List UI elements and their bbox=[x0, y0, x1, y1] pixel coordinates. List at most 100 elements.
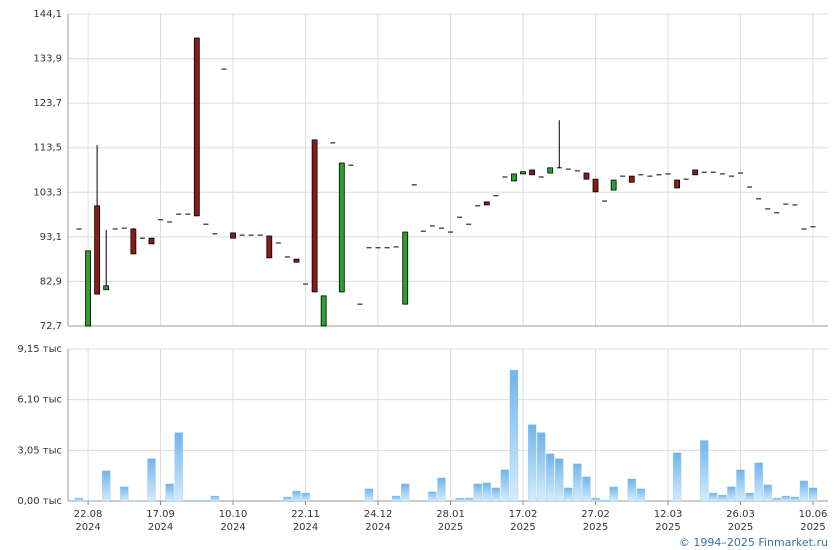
candle-body bbox=[320, 295, 327, 327]
y2-tick-label: 0,00 тыс bbox=[17, 496, 62, 507]
candle-body bbox=[547, 167, 554, 174]
x-tick-label: 12.03 bbox=[654, 509, 683, 520]
x-tick-label: 22.11 bbox=[291, 509, 320, 520]
candle-body bbox=[393, 246, 399, 248]
volume-bar bbox=[210, 495, 220, 502]
volume-bar bbox=[500, 469, 510, 502]
candle-body bbox=[348, 164, 354, 166]
volume-bar bbox=[102, 470, 111, 502]
volume-bar bbox=[428, 491, 437, 502]
candle-body bbox=[448, 231, 454, 233]
candle-body bbox=[538, 176, 544, 178]
candle-body bbox=[683, 178, 689, 180]
candle-body bbox=[221, 68, 227, 70]
candle-body bbox=[275, 242, 281, 244]
volume-bar bbox=[582, 476, 591, 502]
candle-body bbox=[94, 205, 101, 295]
x-tick-label: 2025 bbox=[655, 522, 680, 533]
volume-bar bbox=[509, 369, 519, 502]
candle-body bbox=[311, 139, 318, 293]
y-tick-label: 103,3 bbox=[33, 187, 62, 198]
candle-body bbox=[710, 171, 716, 173]
candle-body bbox=[103, 285, 110, 291]
x-tick-label: 27.02 bbox=[581, 509, 610, 520]
candle-body bbox=[112, 228, 118, 230]
volume-bar bbox=[591, 497, 600, 502]
candle-body bbox=[738, 172, 744, 174]
volume-bar bbox=[709, 492, 718, 502]
candle-body bbox=[728, 175, 734, 177]
candle-body bbox=[411, 184, 417, 186]
y-tick-label: 133,9 bbox=[33, 54, 62, 65]
x-tick-label: 2025 bbox=[800, 522, 825, 533]
volume-bar bbox=[573, 463, 582, 502]
volume-bar bbox=[165, 483, 174, 502]
volume-bar bbox=[555, 458, 564, 502]
volume-bar bbox=[808, 487, 818, 502]
volume-bar bbox=[120, 486, 129, 502]
candle-body bbox=[783, 203, 789, 205]
volume-bar bbox=[564, 487, 573, 502]
volume-bar bbox=[536, 432, 546, 502]
volume-bar bbox=[301, 492, 310, 502]
volume-bar bbox=[781, 495, 790, 502]
x-tick-label: 2024 bbox=[220, 522, 245, 533]
candle-body bbox=[692, 169, 699, 176]
candle-body bbox=[556, 167, 562, 169]
candle-body bbox=[765, 208, 771, 210]
candle-body bbox=[384, 247, 390, 249]
x-tick-label: 22.08 bbox=[74, 509, 103, 520]
candle-body bbox=[466, 223, 472, 225]
candle-body bbox=[303, 283, 309, 285]
volume-bar bbox=[183, 500, 192, 502]
volume-bar bbox=[736, 469, 745, 502]
volume-bar bbox=[292, 490, 301, 502]
candle-body bbox=[801, 228, 807, 230]
candle-body bbox=[719, 173, 725, 175]
candle-body bbox=[330, 142, 336, 144]
candle-body bbox=[756, 198, 762, 200]
candle-body bbox=[647, 175, 653, 177]
volume-bar bbox=[174, 432, 183, 502]
candle-body bbox=[420, 230, 426, 232]
candle-body bbox=[230, 232, 236, 239]
x-tick-label: 2025 bbox=[510, 522, 535, 533]
candle-body bbox=[239, 234, 245, 236]
volume-bar bbox=[754, 462, 763, 502]
candle-body bbox=[284, 256, 290, 258]
x-tick-label: 24.12 bbox=[364, 509, 393, 520]
candle-body bbox=[257, 234, 263, 236]
candle-body bbox=[774, 212, 780, 214]
x-tick-label: 2024 bbox=[75, 522, 100, 533]
candle-body bbox=[85, 250, 91, 327]
volume-bar bbox=[546, 453, 555, 502]
volume-bar bbox=[636, 488, 645, 502]
candle-body bbox=[583, 172, 590, 180]
candle-body bbox=[375, 247, 381, 249]
candle-body bbox=[574, 170, 580, 172]
candle-body bbox=[665, 173, 671, 175]
candle-body bbox=[176, 213, 182, 215]
x-tick-label: 2025 bbox=[728, 522, 753, 533]
candle-body bbox=[366, 247, 372, 249]
candle-body bbox=[212, 233, 218, 235]
volume-bar bbox=[364, 488, 374, 502]
volume-bar bbox=[455, 497, 464, 502]
volume-bar bbox=[473, 483, 482, 502]
candle-body bbox=[248, 234, 254, 236]
y2-tick-label: 3,05 тыс bbox=[17, 445, 62, 456]
volume-bar bbox=[491, 487, 500, 502]
candle-body bbox=[266, 235, 273, 259]
candle-body bbox=[529, 169, 535, 176]
candle-body bbox=[810, 226, 816, 228]
volume-bar bbox=[763, 484, 772, 502]
volume-bar bbox=[401, 483, 410, 502]
candle-body bbox=[293, 258, 300, 263]
candle-body bbox=[628, 175, 635, 183]
volume-bar bbox=[745, 492, 754, 502]
candle-body bbox=[792, 204, 798, 206]
x-tick-label: 28.01 bbox=[436, 509, 465, 520]
volume-bar bbox=[790, 496, 800, 502]
candle-body bbox=[638, 174, 644, 176]
